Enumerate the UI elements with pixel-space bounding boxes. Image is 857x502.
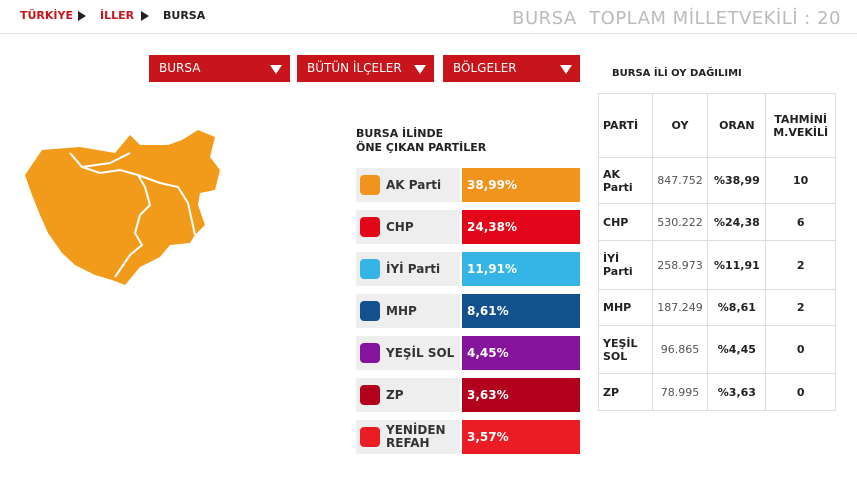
party-name-box: ZP: [356, 378, 460, 412]
table-cell: 96.865: [651, 325, 709, 374]
table-title: BURSA İLİ OY DAĞILIMI: [612, 68, 742, 79]
party-name-box: CHP: [356, 210, 460, 244]
table-cell: 258.973: [651, 240, 709, 290]
breadcrumb-arrow: [78, 11, 86, 21]
breadcrumb-item[interactable]: TÜRKİYE: [20, 9, 74, 22]
party-share: 4,45%: [462, 336, 580, 370]
breadcrumb-item: BURSA: [163, 9, 206, 22]
party-share: 8,61%: [462, 294, 580, 328]
district-border: [69, 152, 152, 278]
table-row: YEŞİL SOL 96.865 %4,45 0: [598, 325, 836, 374]
dropdown[interactable]: BURSA: [149, 55, 290, 82]
table-cell: 6: [765, 203, 836, 241]
dropdown-label: BURSA: [159, 61, 201, 75]
dropdown-label: BÜTÜN İLÇELER: [307, 61, 402, 75]
table-row: İYİ Parti 258.973 %11,91 2: [598, 240, 836, 290]
table-row: ZP 78.995 %3,63 0: [598, 373, 836, 411]
dropdown-arrow: [414, 65, 426, 74]
dropdown-arrow: [270, 65, 282, 74]
map-region: [25, 130, 220, 285]
table-body: AK Parti 847.752 %38,99 10 CHP 530.222 %24,38 6…: [598, 157, 836, 411]
table-cell: 0: [765, 373, 836, 411]
table-cell: MHP: [598, 289, 653, 326]
dropdown[interactable]: BÜTÜN İLÇELER: [297, 55, 434, 82]
table-cell: 78.995: [651, 373, 709, 411]
heading-line: ÖNE ÇIKAN PARTİLER: [356, 141, 487, 154]
party-name-box: MHP: [356, 294, 460, 328]
party-logo: [360, 217, 380, 237]
table-cell: %11,91: [707, 240, 767, 290]
party-logo: [360, 259, 380, 279]
table-row: CHP 530.222 %24,38 6: [598, 203, 836, 241]
table-cell: %4,45: [707, 325, 767, 374]
table-cell: 847.752: [651, 157, 709, 204]
column-header: PARTİ: [598, 93, 653, 158]
table-cell: ZP: [598, 373, 653, 411]
column-header: OY: [651, 93, 709, 158]
table-row: MHP 187.249 %8,61 2: [598, 289, 836, 326]
party-name: AK Parti: [386, 177, 442, 192]
party-name-box: YENİDEN REFAH: [356, 420, 460, 454]
table-cell: İYİ Parti: [598, 240, 653, 290]
table-row: AK Parti 847.752 %38,99 10: [598, 157, 836, 204]
dropdown-arrow: [560, 65, 572, 74]
party-share: 3,57%: [462, 420, 580, 454]
party-name-box: AK Parti: [356, 168, 460, 202]
party-name-box: İYİ Parti: [356, 252, 460, 286]
heading-line: BURSA İLİNDE: [356, 127, 444, 140]
table-cell: %24,38: [707, 203, 767, 241]
party-share: 38,99%: [462, 168, 580, 202]
dropdown-label: BÖLGELER: [453, 61, 517, 75]
table-cell: 2: [765, 240, 836, 290]
breadcrumb-item[interactable]: İLLER: [100, 9, 135, 22]
party-share: 3,63%: [462, 378, 580, 412]
party-logo: [360, 175, 380, 195]
district-border: [81, 152, 131, 168]
party-name: YENİDEN REFAH: [386, 423, 446, 450]
party-logo: [360, 385, 380, 405]
province-map: [25, 130, 220, 285]
parties-heading: BURSA İLİNDE ÖNE ÇIKAN PARTİLER: [356, 127, 486, 155]
table-cell: 0: [765, 325, 836, 374]
party-name: ZP: [386, 387, 404, 402]
separator: [0, 33, 857, 34]
results-table: PARTİ OY ORAN TAHMİNİ M.VEKİLİ AK Parti 847.…: [598, 93, 836, 411]
party-share: 24,38%: [462, 210, 580, 244]
table-cell: 10: [765, 157, 836, 204]
table-cell: 2: [765, 289, 836, 326]
table-cell: 187.249: [651, 289, 709, 326]
party-name: İYİ Parti: [386, 261, 441, 276]
dropdown[interactable]: BÖLGELER: [443, 55, 580, 82]
district-border: [137, 174, 196, 236]
header-row: PARTİ OY ORAN TAHMİNİ M.VEKİLİ: [598, 93, 836, 158]
party-logo: [360, 343, 380, 363]
party-share: 11,91%: [462, 252, 580, 286]
table-cell: AK Parti: [598, 157, 653, 204]
column-header: ORAN: [707, 93, 767, 158]
table-cell: %3,63: [707, 373, 767, 411]
page-title: BURSA TOPLAM MİLLETVEKİLİ : 20: [512, 8, 841, 29]
party-logo: [360, 427, 380, 447]
party-name: CHP: [386, 219, 414, 234]
column-header: TAHMİNİ M.VEKİLİ: [765, 93, 836, 158]
party-name-box: YEŞİL SOL: [356, 336, 460, 370]
breadcrumb-arrow: [141, 11, 149, 21]
table-cell: %8,61: [707, 289, 767, 326]
table-cell: CHP: [598, 203, 653, 241]
party-name: MHP: [386, 303, 417, 318]
party-logo: [360, 301, 380, 321]
table-cell: YEŞİL SOL: [598, 325, 653, 374]
table-cell: 530.222: [651, 203, 709, 241]
party-name: YEŞİL SOL: [386, 345, 455, 360]
table-cell: %38,99: [707, 157, 767, 204]
